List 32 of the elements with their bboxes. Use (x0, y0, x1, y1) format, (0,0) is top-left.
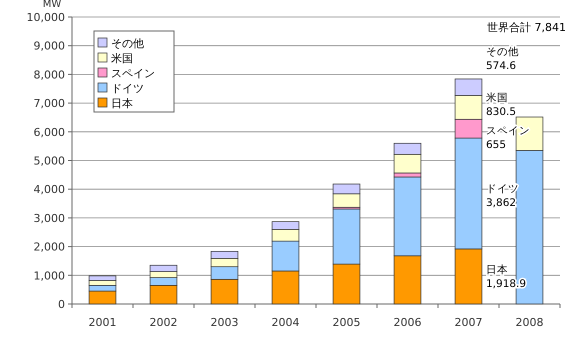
y-tick-label: 5,000 (34, 154, 65, 168)
y-tick-label: 1,000 (34, 269, 65, 282)
legend-label: 日本 (111, 97, 133, 110)
y-tick-label: 7,000 (34, 97, 65, 110)
y-tick-label: 6,000 (34, 126, 65, 139)
x-tick-label: 2001 (88, 316, 116, 329)
legend-label: スペイン (111, 67, 155, 80)
x-tick-label: 2005 (332, 316, 360, 329)
bar (394, 176, 422, 256)
y-tick-label: 0 (58, 298, 65, 311)
x-tick-label: 2008 (516, 316, 544, 329)
annotation: その他 574.6 (486, 46, 519, 72)
y-tick-label: 3,000 (34, 212, 65, 225)
y-axis-title: MW (42, 0, 62, 10)
bar (332, 208, 360, 264)
legend-label: 米国 (111, 52, 133, 65)
x-tick-label: 2004 (272, 316, 300, 329)
y-tick-label: 8,000 (34, 68, 65, 82)
legend-label: その他 (111, 37, 144, 50)
annotation: 米国 830.5 (486, 91, 516, 118)
y-tick-label: 2,000 (34, 240, 65, 254)
annotation: 世界合計 7,841 (487, 21, 566, 34)
x-tick-label: 2007 (454, 316, 482, 329)
legend-label: ドイツ (111, 82, 144, 95)
bar (454, 138, 482, 250)
y-tick-label: 4,000 (34, 183, 65, 196)
y-tick-label: 10,000 (26, 11, 65, 24)
y-tick-label: 9,000 (34, 40, 65, 53)
bar (88, 284, 116, 292)
x-tick-label: 2002 (150, 316, 178, 329)
x-tick-label: 2006 (394, 316, 422, 329)
x-tick-label: 2003 (210, 316, 238, 329)
